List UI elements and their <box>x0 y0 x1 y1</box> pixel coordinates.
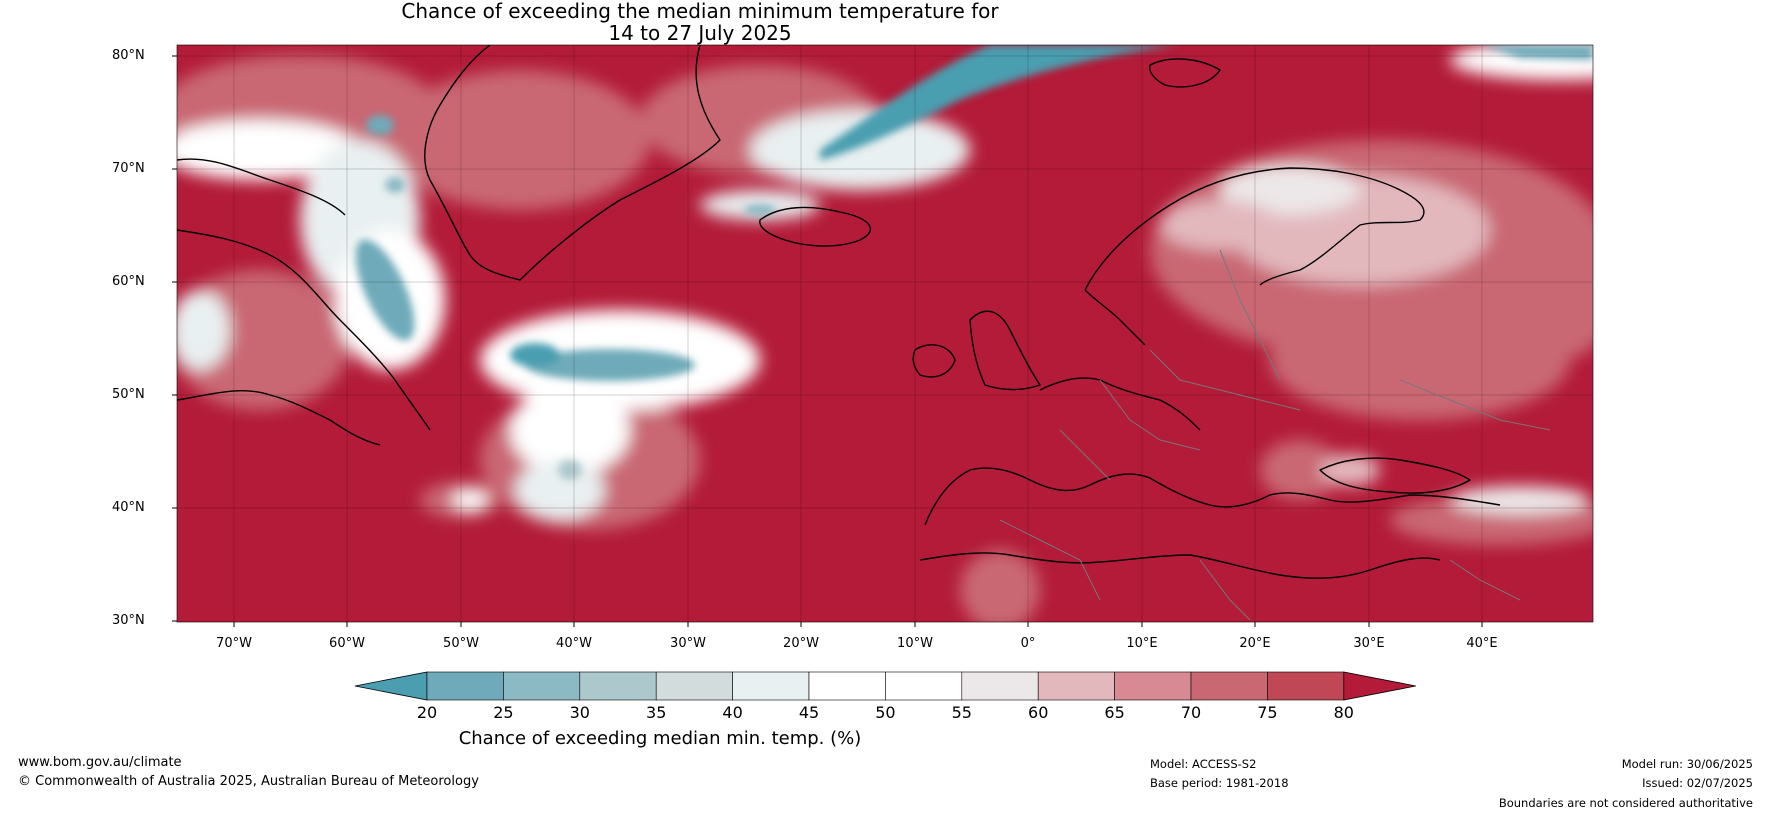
country-borders <box>999 249 1551 621</box>
colorbar-tick-label: 50 <box>875 703 896 722</box>
colorbar-segment <box>1037 671 1115 701</box>
map-title-line1: Chance of exceeding the median minimum t… <box>401 0 999 23</box>
colorbar-segment <box>426 671 504 701</box>
colorbar-segment <box>1114 671 1192 701</box>
colorbar-tick-label: 55 <box>951 703 972 722</box>
lat-label-70n: 70°N <box>112 161 145 176</box>
footer-model-run: Model run: 30/06/2025 <box>1621 757 1753 771</box>
lat-label-60n: 60°N <box>112 274 145 289</box>
lat-label-30n: 30°N <box>112 613 145 628</box>
footer-website: www.bom.gov.au/climate <box>18 755 182 770</box>
colorbar-tick-label: 75 <box>1257 703 1278 722</box>
colorbar-extend-low <box>354 671 428 701</box>
lat-label-50n: 50°N <box>112 387 145 402</box>
lon-label-30w: 30°W <box>670 636 706 651</box>
lon-label-70w: 70°W <box>216 636 252 651</box>
lon-label-40w: 40°W <box>556 636 592 651</box>
footer-model: Model: ACCESS-S2 <box>1150 757 1257 771</box>
axis-ticks <box>172 55 1483 627</box>
lat-label-40n: 40°N <box>112 500 145 515</box>
footer-base-period: Base period: 1981-2018 <box>1150 776 1289 790</box>
lon-label-10w: 10°W <box>897 636 933 651</box>
colorbar-segment <box>655 671 733 701</box>
colorbar-tick-label: 45 <box>798 703 820 722</box>
map-title-line2: 14 to 27 July 2025 <box>608 21 792 45</box>
lon-label-20w: 20°W <box>783 636 819 651</box>
colorbar-tick-label: 60 <box>1028 703 1049 722</box>
colorbar-tick-label: 30 <box>569 703 590 722</box>
colorbar-segment <box>1267 671 1345 701</box>
colorbar-segment <box>732 671 810 701</box>
colorbar-segment <box>808 671 886 701</box>
lon-label-20e: 20°E <box>1239 636 1271 651</box>
lon-label-50w: 50°W <box>443 636 479 651</box>
lon-label-0: 0° <box>1020 636 1036 651</box>
colorbar-segment <box>961 671 1039 701</box>
coastlines <box>177 45 1501 579</box>
lon-label-40e: 40°E <box>1466 636 1498 651</box>
cool-anomaly-shading <box>355 45 1593 480</box>
graticule <box>177 45 1593 622</box>
lat-label-80n: 80°N <box>112 48 145 63</box>
colorbar-tick-label: 20 <box>416 703 438 722</box>
footer-copyright: © Commonwealth of Australia 2025, Austra… <box>18 774 479 789</box>
map-frame <box>176 44 1594 623</box>
colorbar-segment <box>579 671 657 701</box>
footer-disclaimer: Boundaries are not considered authoritat… <box>1498 796 1753 810</box>
colorbar-label: Chance of exceeding median min. temp. (%… <box>458 728 862 749</box>
colorbar-segment <box>885 671 963 701</box>
colorbar-segment <box>503 671 581 701</box>
colorbar-tick-label: 80 <box>1333 703 1354 722</box>
lon-label-30e: 30°E <box>1353 636 1385 651</box>
lon-label-60w: 60°W <box>329 636 365 651</box>
colorbar-tick-label: 40 <box>722 703 743 722</box>
colorbar-tick-label: 25 <box>493 703 514 722</box>
colorbar-tick-label: 35 <box>646 703 667 722</box>
colorbar-segment <box>1190 671 1268 701</box>
colorbar-segments <box>354 671 1416 701</box>
footer-issued: Issued: 02/07/2025 <box>1642 776 1753 790</box>
colorbar-tick-label: 65 <box>1104 703 1125 722</box>
colorbar-tick-label: 70 <box>1180 703 1202 722</box>
lon-label-10e: 10°E <box>1126 636 1158 651</box>
colorbar-extend-high <box>1343 671 1416 701</box>
